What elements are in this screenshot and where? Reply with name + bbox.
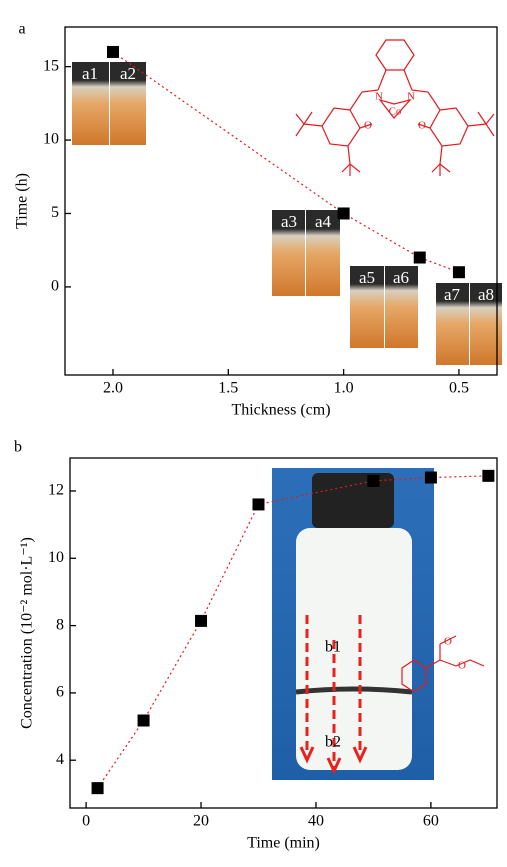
structure-salen [295, 39, 495, 176]
data-marker [252, 498, 265, 511]
data-marker [106, 45, 119, 58]
photo-label: a7 [444, 285, 461, 304]
x-tick-label: 2.0 [103, 380, 123, 397]
data-marker [482, 469, 495, 482]
y-axis-label: Time (h) [14, 173, 31, 229]
panel-label: a [18, 21, 25, 38]
data-marker [367, 474, 380, 487]
atom-label: O [444, 636, 452, 648]
x-tick-label: 60 [423, 813, 439, 830]
y-tick-label: 5 [51, 204, 59, 221]
y-tick-label: 15 [43, 57, 59, 74]
atom-label: Co [389, 106, 402, 118]
x-tick-label: 0.5 [449, 380, 469, 397]
plot-frame [64, 26, 498, 376]
data-marker [452, 266, 465, 279]
data-marker [137, 714, 150, 727]
x-tick-label: 0 [82, 813, 90, 830]
atom-label: O [364, 120, 372, 132]
data-marker [337, 207, 350, 220]
x-tick-label: 40 [308, 813, 324, 830]
y-tick-label: 0 [51, 278, 59, 295]
atom-label: O [418, 120, 426, 132]
panel-label: b [14, 439, 22, 456]
y-tick-label: 12 [48, 482, 64, 499]
photo-label: a4 [315, 212, 332, 231]
y-tick-label: 4 [56, 751, 64, 768]
atom-label: N [407, 91, 415, 103]
x-axis-label: Time (min) [247, 835, 320, 852]
photo-label: b2 [325, 734, 341, 751]
atom-label: N [375, 91, 383, 103]
photo-a12 [72, 62, 146, 145]
photo-label: a8 [478, 285, 494, 304]
structure-acetal [401, 635, 485, 693]
photo-label: a6 [393, 268, 409, 287]
photo-bottle [272, 468, 434, 780]
x-axis-label: Thickness (cm) [231, 402, 330, 419]
data-marker [413, 251, 426, 264]
data-marker [91, 782, 104, 795]
y-tick-label: 6 [56, 684, 64, 701]
atom-label: O [458, 660, 466, 672]
y-tick-label: 8 [56, 616, 64, 633]
photo-label: a3 [281, 212, 297, 231]
photo-label: a1 [82, 64, 98, 83]
y-axis-label: Concentration (10⁻² mol·L⁻¹) [19, 537, 36, 729]
data-marker [424, 471, 437, 484]
data-marker [195, 614, 208, 627]
plot-frame [69, 457, 498, 809]
photo-label: a5 [359, 268, 375, 287]
x-tick-label: 1.5 [218, 380, 238, 397]
photo-label: a2 [120, 64, 136, 83]
data-line [112, 51, 460, 273]
y-tick-label: 10 [48, 549, 64, 566]
photo-a56 [350, 266, 418, 348]
x-tick-label: 20 [193, 813, 209, 830]
photo-a34 [272, 210, 340, 296]
y-tick-label: 10 [43, 131, 59, 148]
photo-label: b1 [325, 639, 341, 656]
x-tick-label: 1.0 [334, 380, 354, 397]
